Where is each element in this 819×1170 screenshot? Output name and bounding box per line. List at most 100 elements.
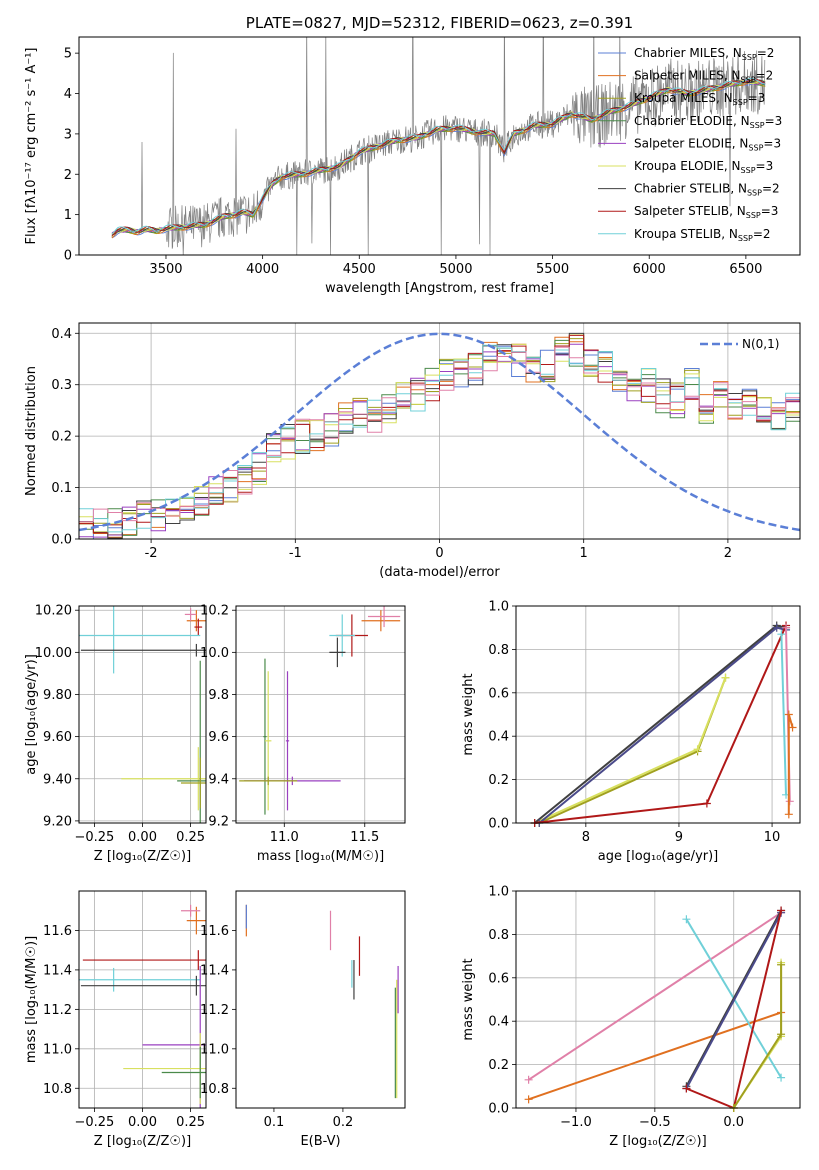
plus-marker xyxy=(772,623,781,632)
x-tick-label: 0 xyxy=(435,546,443,561)
y-tick-label: 0.6 xyxy=(488,971,509,986)
plus-marker xyxy=(721,673,730,682)
x-tick-label: 6000 xyxy=(633,262,666,277)
histogram-data xyxy=(79,332,800,539)
y-tick-label: 9.2 xyxy=(208,814,229,829)
plus-marker xyxy=(693,745,702,754)
legend-value: =2 xyxy=(762,182,780,196)
y-tick-label: 0 xyxy=(64,249,72,264)
legend-subscript: SSP xyxy=(733,98,748,107)
y-tick-label: 11.0 xyxy=(200,1042,229,1057)
legend-label: Chabrier STELIB, NSSP=2 xyxy=(634,182,780,198)
mass-weight-vs-metallicity-panel: −1.0 −0.5 0.0 0.0 0.2 0.4 0.6 0.8 1.0 Z [log₁₀(Z/… xyxy=(461,885,801,1149)
y-tick-label: 0.2 xyxy=(488,773,509,788)
x-axis-label: mass [log₁₀(M/M☉)] xyxy=(257,849,384,864)
series-line xyxy=(685,910,782,1087)
plot-frame xyxy=(515,890,801,1109)
plot-frame xyxy=(78,322,801,540)
y-tick-label: 10.8 xyxy=(43,1082,72,1097)
y-tick-label: 11.6 xyxy=(43,924,72,939)
x-axis-label: wavelength [Angstrom, rest frame] xyxy=(325,281,554,296)
legend-value: =2 xyxy=(756,69,774,83)
legend-label: Chabrier MILES, NSSP=2 xyxy=(634,46,774,62)
y-tick-label: 2 xyxy=(64,168,72,183)
plus-marker xyxy=(777,1030,786,1039)
legend-label-text: Kroupa MILES, N xyxy=(634,91,733,105)
histogram-step-line xyxy=(79,332,800,539)
y-tick-label: 1.0 xyxy=(488,885,509,900)
y-tick-label: 1 xyxy=(64,208,72,223)
series-line xyxy=(528,1011,782,1101)
y-tick-label: 0.0 xyxy=(488,817,509,832)
legend-label: N(0,1) xyxy=(742,337,779,351)
legend-label: Kroupa ELODIE, NSSP=3 xyxy=(634,159,773,175)
x-tick-label: −0.25 xyxy=(74,830,114,845)
legend-value: =3 xyxy=(765,114,783,128)
histogram-step-line xyxy=(79,334,800,539)
errorbar-data xyxy=(239,606,401,815)
plus-marker xyxy=(777,906,786,915)
plus-marker xyxy=(777,1073,786,1082)
plus-marker xyxy=(784,710,793,719)
y-axis-label: mass [log₁₀(M/M☉)] xyxy=(24,936,39,1063)
legend-label-text: Kroupa STELIB, N xyxy=(634,227,738,241)
y-tick-label: 10.00 xyxy=(35,646,72,661)
y-tick-label: 4 xyxy=(64,87,72,102)
x-tick-label: -2 xyxy=(145,546,158,561)
plot-frame xyxy=(515,605,801,824)
y-tick-label: 9.6 xyxy=(208,730,229,745)
y-axis-label: age [log₁₀(age/yr)] xyxy=(24,654,39,775)
y-tick-label: 0.0 xyxy=(488,1102,509,1117)
plus-marker xyxy=(702,799,711,808)
x-axis-label: E(B-V) xyxy=(300,1134,340,1149)
x-axis-label: Z [log₁₀(Z/Z☉)] xyxy=(609,1134,706,1149)
legend-label: Chabrier ELODIE, NSSP=3 xyxy=(634,114,782,130)
plus-marker xyxy=(782,623,791,632)
mass-weight-vs-age-panel: 8 9 10 0.0 0.2 0.4 0.6 0.8 1.0 age [log₁₀(age/yr)… xyxy=(461,600,801,864)
x-tick-label: 6500 xyxy=(729,262,762,277)
plus-marker xyxy=(788,723,797,732)
age-vs-mass-panel: 11.0 11.5 9.2 9.4 9.6 9.8 10.0 10.2 mass [log₁₀(… xyxy=(200,604,406,864)
y-axis-label: Normed distribution xyxy=(24,366,39,496)
x-tick-label: −0.25 xyxy=(74,1115,114,1130)
plot-frame xyxy=(78,36,801,256)
legend-value: =3 xyxy=(748,91,766,105)
y-tick-label: 9.20 xyxy=(43,814,72,829)
y-tick-label: 11.6 xyxy=(200,924,229,939)
legend-label-text: Salpeter ELODIE, N xyxy=(634,136,748,150)
x-tick-label: 11.0 xyxy=(270,830,299,845)
x-tick-label: 1 xyxy=(580,546,588,561)
plot-frame xyxy=(78,605,207,824)
x-tick-label: −1.0 xyxy=(560,1115,592,1130)
x-tick-label: 5500 xyxy=(536,262,569,277)
y-tick-label: 11.2 xyxy=(200,1003,229,1018)
legend-value: =2 xyxy=(753,227,771,241)
x-tick-label: -1 xyxy=(289,546,302,561)
series-line xyxy=(538,626,787,824)
legend-label-text: Kroupa ELODIE, N xyxy=(634,159,741,173)
histogram-step-line xyxy=(79,334,800,539)
legend-label: Salpeter STELIB, NSSP=3 xyxy=(634,204,778,220)
plus-marker xyxy=(524,1095,533,1104)
y-tick-label: 9.4 xyxy=(208,772,229,787)
legend-value: =2 xyxy=(757,46,775,60)
y-tick-label: 10.2 xyxy=(200,604,229,619)
age-vs-metallicity-panel: −0.25 0.00 0.25 9.20 9.40 9.60 9.80 10.00 10.20 Z… xyxy=(24,604,207,864)
x-axis-label: age [log₁₀(age/yr)] xyxy=(598,849,719,864)
x-tick-label: 8 xyxy=(582,830,590,845)
y-tick-label: 10.20 xyxy=(35,604,72,619)
x-tick-label: 11.5 xyxy=(350,830,379,845)
y-tick-label: 10.0 xyxy=(200,646,229,661)
y-tick-label: 0.4 xyxy=(488,1015,509,1030)
y-axis-label: mass weight xyxy=(461,673,476,755)
errorbar-data xyxy=(79,606,206,823)
y-tick-label: 9.80 xyxy=(43,688,72,703)
histogram-step-line xyxy=(79,336,800,539)
legend-label-text: Chabrier ELODIE, N xyxy=(634,114,750,128)
y-tick-label: 0.8 xyxy=(488,643,509,658)
chart-title: PLATE=0827, MJD=52312, FIBERID=0623, z=0… xyxy=(246,14,633,32)
legend-label-text: Chabrier MILES, N xyxy=(634,46,742,60)
y-tick-label: 5 xyxy=(64,47,72,62)
legend-subscript: SSP xyxy=(748,143,763,152)
series-line xyxy=(780,634,787,795)
